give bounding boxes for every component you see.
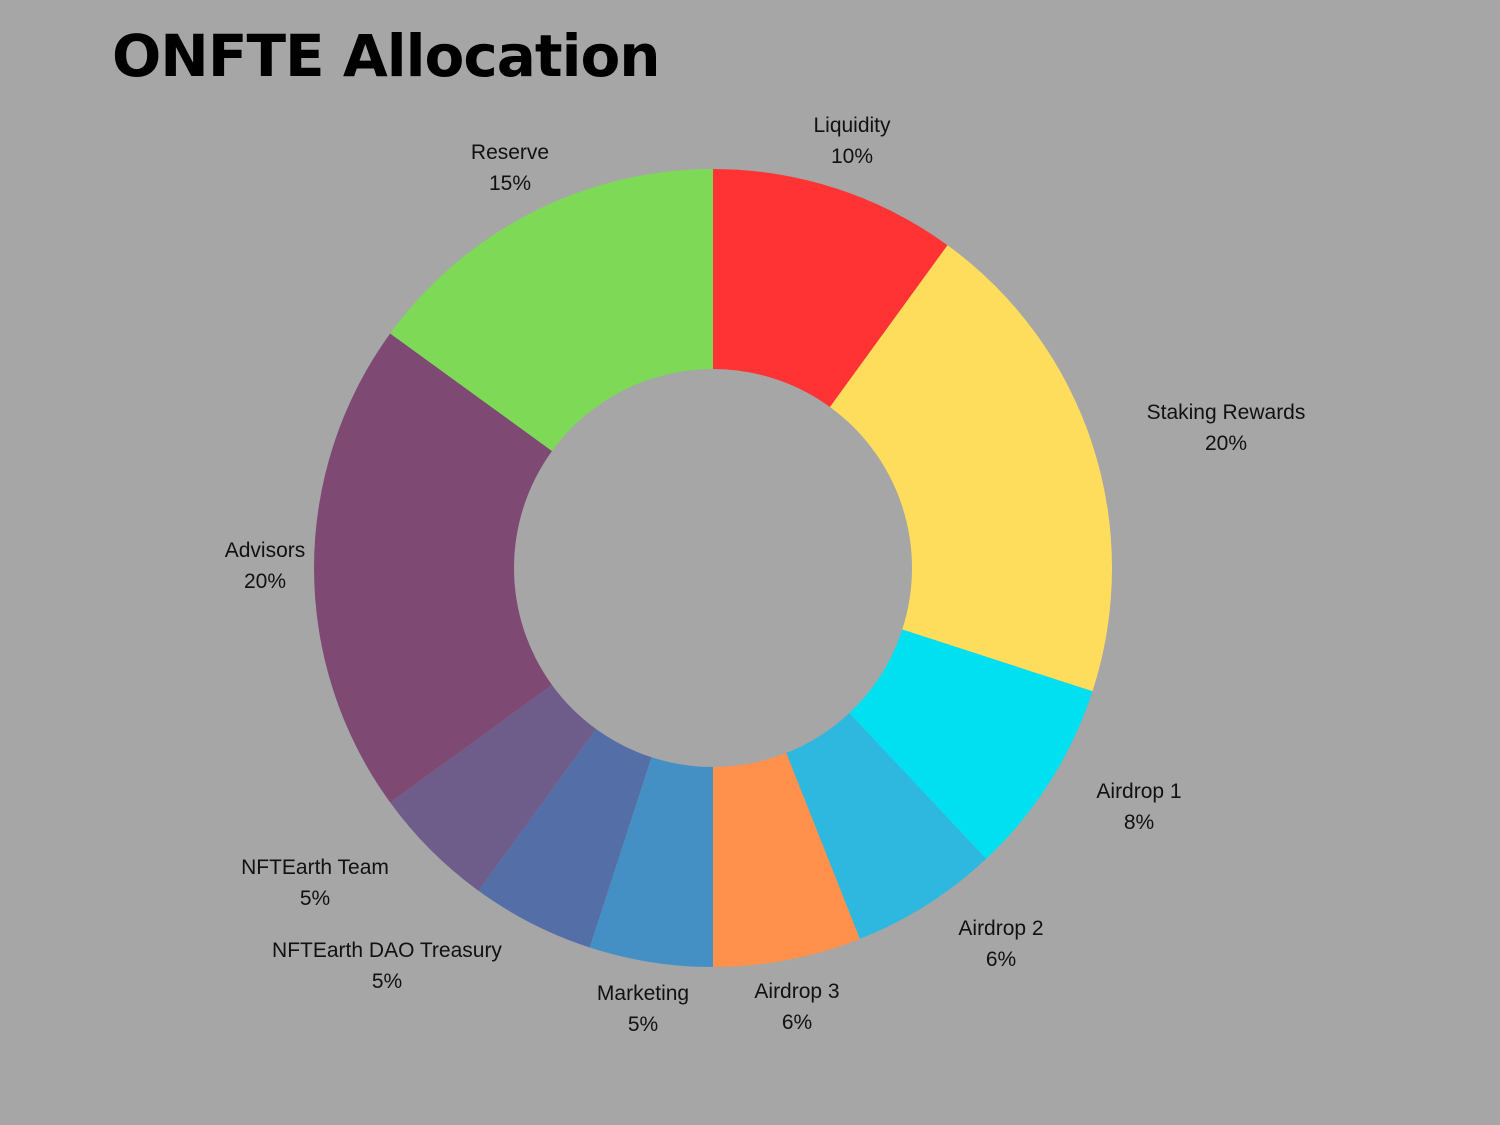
label-name: Marketing xyxy=(596,982,690,1005)
slice-reserve xyxy=(390,169,713,452)
label-percent: 5% xyxy=(371,970,403,993)
label-name: Airdrop 2 xyxy=(958,917,1044,940)
label-percent: 6% xyxy=(985,948,1017,971)
label-airdrop-3: Airdrop 3 6% xyxy=(754,976,839,1038)
label-airdrop-1: Airdrop 1 8% xyxy=(1096,776,1181,838)
label-marketing: Marketing 5% xyxy=(597,978,689,1040)
slice-staking-rewards xyxy=(829,245,1112,692)
label-percent: 20% xyxy=(243,570,287,593)
label-percent: 15% xyxy=(488,172,532,195)
label-staking-rewards: Staking Rewards 20% xyxy=(1147,397,1306,459)
slice-advisors xyxy=(314,333,553,803)
label-nftearth-team: NFTEarth Team 5% xyxy=(241,852,389,914)
chart-title: ONFTE Allocation xyxy=(112,22,661,90)
slice-airdrop-2 xyxy=(786,713,987,939)
label-name: Reserve xyxy=(470,141,550,164)
label-percent: 5% xyxy=(299,887,331,910)
label-airdrop-2: Airdrop 2 6% xyxy=(958,913,1043,975)
label-percent: 20% xyxy=(1204,432,1248,455)
label-name: Airdrop 1 xyxy=(1096,780,1182,803)
slice-nftearth-team xyxy=(390,684,597,891)
label-advisors: Advisors 20% xyxy=(225,535,306,597)
slice-airdrop-3 xyxy=(713,753,860,968)
slice-nftearth-dao-treasury xyxy=(478,728,652,948)
slice-marketing xyxy=(589,757,713,967)
label-percent: 5% xyxy=(627,1013,659,1036)
label-name: Staking Rewards xyxy=(1146,401,1306,424)
slice-liquidity xyxy=(713,169,948,408)
slice-airdrop-1 xyxy=(849,629,1093,859)
label-liquidity: Liquidity 10% xyxy=(813,110,890,172)
label-name: NFTEarth Team xyxy=(241,856,389,879)
label-percent: 10% xyxy=(830,145,874,168)
label-name: Liquidity xyxy=(813,114,891,137)
label-percent: 6% xyxy=(781,1011,813,1034)
label-reserve: Reserve 15% xyxy=(471,137,549,199)
label-name: NFTEarth DAO Treasury xyxy=(272,939,502,962)
label-name: Advisors xyxy=(224,539,306,562)
label-name: Airdrop 3 xyxy=(754,980,840,1003)
label-nftearth-dao-treasury: NFTEarth DAO Treasury 5% xyxy=(272,935,502,997)
label-percent: 8% xyxy=(1123,811,1155,834)
